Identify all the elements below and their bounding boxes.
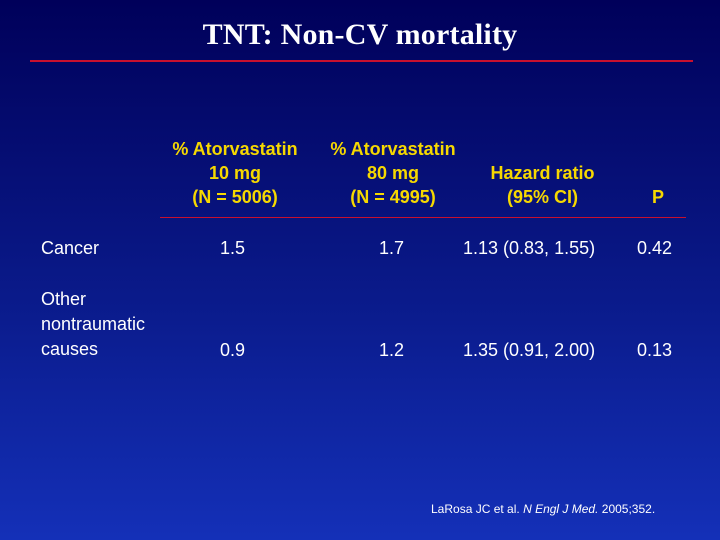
header-atorvastatin-80mg: % Atorvastatin 80 mg (N = 4995) [318, 137, 468, 209]
citation-journal: N Engl J Med. [523, 502, 599, 516]
cell-atorvastatin-80mg: 1.2 [379, 340, 405, 360]
header-hazard-ratio: Hazard ratio (95% CI) [470, 161, 615, 209]
citation-details: 2005;352. [601, 502, 656, 516]
cell-p-value: 0.13 [637, 340, 673, 360]
header-line: 10 mg [208, 163, 262, 183]
header-line: 80 mg [366, 163, 420, 183]
cell-atorvastatin-10mg: 1.5 [220, 238, 246, 258]
row-label-line: Cancer [41, 238, 100, 258]
header-line: % Atorvastatin [330, 139, 456, 159]
header-atorvastatin-10mg: % Atorvastatin 10 mg (N = 5006) [160, 137, 310, 209]
header-line: P [651, 187, 664, 207]
cell-atorvastatin-80mg: 1.7 [379, 238, 405, 258]
header-line: (95% CI) [506, 187, 578, 207]
slide-title: TNT: Non-CV mortality [202, 18, 518, 51]
row-label-cancer: Cancer [41, 236, 99, 261]
citation-authors: LaRosa JC et al. [431, 502, 520, 516]
header-line: (N = 4995) [350, 187, 436, 207]
header-line: (N = 5006) [192, 187, 278, 207]
header-line: Hazard ratio [490, 163, 595, 183]
row-label-line: nontraumatic [41, 314, 146, 334]
cell-hazard-ratio: 1.13 (0.83, 1.55) [463, 238, 596, 258]
citation: LaRosa JC et al. N Engl J Med. 2005;352. [431, 502, 655, 516]
title-underline [30, 60, 693, 62]
header-p-value: P [640, 185, 676, 209]
row-label-other-nontraumatic: Other nontraumatic causes [41, 287, 145, 362]
header-line: % Atorvastatin [172, 139, 298, 159]
cell-hazard-ratio: 1.35 (0.91, 2.00) [463, 340, 596, 360]
cell-atorvastatin-10mg: 0.9 [220, 340, 246, 360]
row-label-line: Other [41, 289, 87, 309]
cell-p-value: 0.42 [637, 238, 673, 258]
header-underline [160, 217, 686, 218]
row-label-line: causes [41, 339, 99, 359]
